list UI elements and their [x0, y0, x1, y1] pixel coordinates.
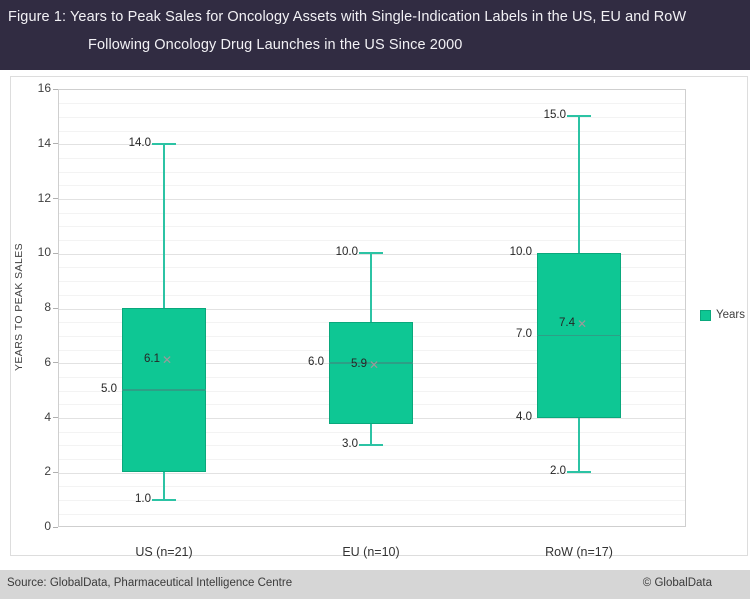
footer-bar: Source: GlobalData, Pharmaceutical Intel… — [0, 570, 750, 599]
value-label-q1: 4.0 — [516, 410, 532, 423]
y-tick-mark — [53, 362, 58, 364]
minor-gridline — [59, 281, 685, 283]
minor-gridline — [59, 267, 685, 269]
minor-gridline — [59, 294, 685, 296]
value-label-whisker-low: 2.0 — [550, 465, 566, 478]
value-label-whisker-high: 10.0 — [335, 246, 358, 259]
whisker-cap-bottom — [152, 498, 176, 501]
figure-title-bar: Figure 1: Years to Peak Sales for Oncolo… — [0, 0, 750, 70]
whisker-cap-top — [152, 142, 176, 145]
median-line — [329, 362, 413, 364]
whisker-cap-top — [359, 252, 383, 255]
minor-gridline — [59, 240, 685, 242]
minor-gridline — [59, 171, 685, 173]
whisker-upper — [578, 116, 580, 254]
value-label-mean: 7.4 — [559, 317, 575, 330]
minor-gridline — [59, 459, 685, 461]
y-tick-mark — [53, 252, 58, 254]
value-label-whisker-high: 15.0 — [543, 109, 566, 122]
value-label-whisker-low: 3.0 — [342, 437, 358, 450]
whisker-lower — [370, 424, 372, 445]
value-label-mean: 5.9 — [351, 358, 367, 371]
y-tick-label: 0 — [44, 519, 51, 533]
major-gridline — [59, 472, 685, 474]
value-label-whisker-high: 14.0 — [128, 136, 151, 149]
minor-gridline — [59, 486, 685, 488]
whisker-upper — [370, 253, 372, 322]
x-category-label: RoW (n=17) — [545, 545, 613, 559]
minor-gridline — [59, 513, 685, 515]
y-tick-label: 14 — [37, 135, 51, 150]
y-tick-mark — [53, 198, 58, 199]
value-label-median: 7.0 — [516, 328, 532, 341]
value-label-mean: 6.1 — [144, 353, 160, 365]
minor-gridline — [59, 431, 685, 433]
y-tick-mark — [53, 307, 58, 309]
minor-gridline — [59, 157, 685, 159]
minor-gridline — [59, 130, 685, 132]
value-label-median: 6.0 — [308, 355, 324, 368]
value-label-median: 5.0 — [101, 383, 117, 396]
whisker-cap-bottom — [567, 471, 591, 474]
whisker-lower — [578, 417, 580, 473]
minor-gridline — [59, 103, 685, 105]
legend-swatch-icon — [700, 310, 711, 321]
y-tick-label: 12 — [37, 190, 51, 205]
y-tick-label: 10 — [37, 245, 51, 260]
footer-source-text: Source: GlobalData, Pharmaceutical Intel… — [7, 577, 293, 589]
major-gridline — [59, 144, 685, 146]
minor-gridline — [59, 500, 685, 502]
major-gridline — [59, 308, 685, 310]
minor-gridline — [59, 185, 685, 187]
minor-gridline — [59, 116, 685, 118]
y-tick-mark — [53, 143, 58, 145]
x-category-label: EU (n=10) — [342, 545, 400, 559]
y-tick-mark — [53, 88, 58, 90]
footer-copyright-text: © GlobalData — [642, 577, 712, 589]
minor-gridline — [59, 445, 685, 447]
whisker-cap-top — [567, 115, 591, 118]
figure-title-line1: Figure 1: Years to Peak Sales for Oncolo… — [8, 9, 687, 25]
value-label-q3: 10.0 — [509, 246, 532, 259]
major-gridline — [59, 199, 685, 200]
chart-container: YEARS TO PEAK SALES 0 2 4 6 8 10 12 14 16 ✕ 14.0 6.… — [10, 76, 748, 559]
minor-gridline — [59, 226, 685, 228]
whisker-upper — [163, 143, 165, 308]
minor-gridline — [59, 212, 685, 214]
y-tick-mark — [53, 417, 58, 418]
value-label-whisker-low: 1.0 — [135, 492, 151, 505]
median-line — [537, 334, 621, 337]
legend-label: Years — [716, 309, 745, 321]
x-category-label: US (n=21) — [135, 545, 193, 559]
median-line — [122, 389, 206, 391]
y-tick-mark — [53, 526, 58, 528]
y-tick-label: 6 — [44, 354, 51, 369]
mean-marker-icon: ✕ — [162, 353, 173, 367]
box — [329, 321, 413, 425]
y-tick-label: 16 — [37, 81, 51, 95]
y-tick-label: 4 — [44, 409, 51, 424]
y-tick-mark — [53, 471, 58, 473]
mean-marker-icon: ✕ — [369, 358, 380, 373]
whisker-lower — [163, 472, 165, 500]
figure-title-line2: Following Oncology Drug Launches in the … — [88, 37, 463, 53]
y-tick-label: 8 — [44, 300, 51, 314]
mean-marker-icon: ✕ — [577, 317, 588, 332]
major-gridline — [59, 253, 685, 255]
whisker-cap-bottom — [359, 443, 383, 446]
y-tick-label: 2 — [44, 464, 51, 479]
